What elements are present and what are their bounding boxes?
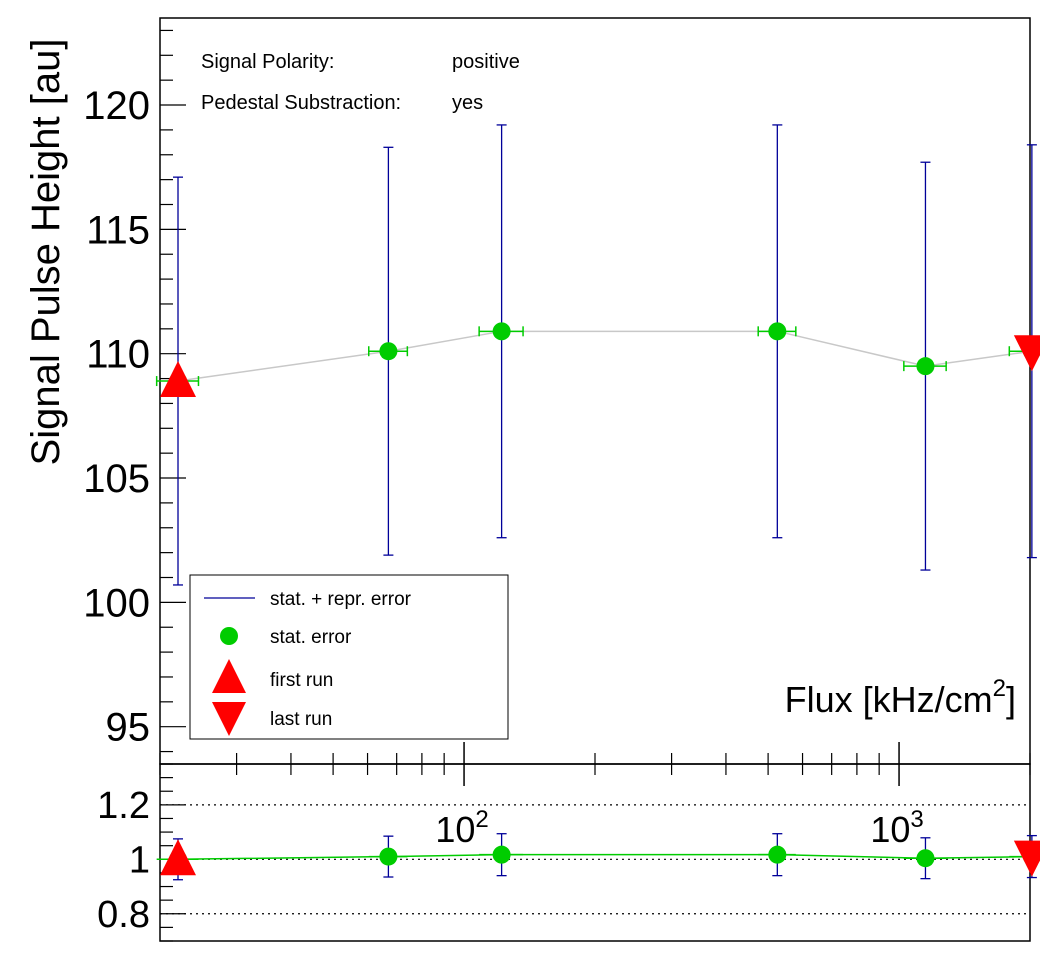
x-tick-label: 102 <box>435 806 488 850</box>
y-tick-label: 105 <box>83 457 150 501</box>
data-point <box>492 322 511 341</box>
ratio-axes: 102 103 0.8 1 1.2 <box>97 742 1031 942</box>
legend-up-triangle-swatch <box>212 659 246 693</box>
ratio-last-run-marker <box>1013 840 1040 877</box>
legend-label: last run <box>270 709 332 730</box>
ratio-data-point <box>916 849 935 868</box>
ratio-first-run-marker <box>160 839 197 876</box>
y-tick-label: 115 <box>86 208 150 252</box>
x-tick-label: 103 <box>870 806 923 850</box>
y-axis-title: Signal Pulse Height [au] <box>24 39 68 466</box>
ratio-y-tick-label: 1 <box>129 839 150 881</box>
y-tick-label: 100 <box>83 581 150 625</box>
ratio-y-tick-label: 0.8 <box>97 894 150 936</box>
info-polarity-label: Signal Polarity: <box>201 51 334 73</box>
last-run-marker <box>1013 335 1040 372</box>
legend-dot-swatch <box>220 627 238 645</box>
y-tick-label: 110 <box>86 333 150 377</box>
legend-label: stat. error <box>270 627 352 648</box>
y-tick-label: 95 <box>106 706 151 750</box>
ratio-data-point <box>379 847 398 866</box>
info-pedestal-label: Pedestal Substraction: <box>201 92 401 114</box>
main-data-marks <box>155 124 1040 586</box>
first-run-marker <box>160 361 197 398</box>
data-point <box>379 342 398 361</box>
main-axes: 95 100 105 110 115 120 <box>83 29 186 753</box>
legend-label: stat. + repr. error <box>270 589 412 610</box>
legend: stat. + repr. error stat. error first ru… <box>189 574 509 740</box>
info-pedestal-value: yes <box>452 92 483 114</box>
ratio-data-marks <box>156 833 1040 881</box>
data-point <box>768 322 787 341</box>
legend-down-triangle-swatch <box>212 702 246 736</box>
x-axis-title: Flux [kHz/cm2] <box>785 675 1016 720</box>
ratio-y-tick-label: 1.2 <box>97 785 150 827</box>
legend-label: first run <box>270 670 333 691</box>
legend-box <box>189 574 509 740</box>
ratio-data-point <box>768 845 787 864</box>
data-point <box>916 357 935 376</box>
ratio-data-point <box>492 845 511 864</box>
info-polarity-value: positive <box>452 51 520 73</box>
y-tick-label: 120 <box>83 84 150 128</box>
series-connecting-line <box>177 330 1032 382</box>
